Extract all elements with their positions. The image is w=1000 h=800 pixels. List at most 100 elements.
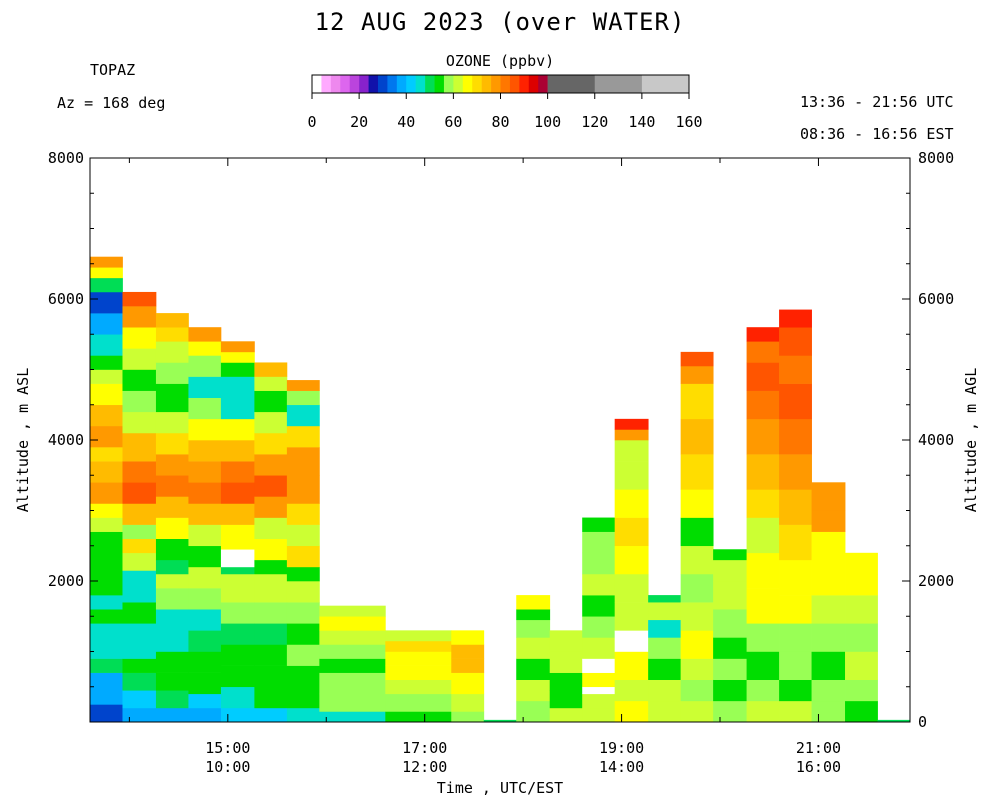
colorbar-tick-label: 0	[307, 113, 316, 131]
ozone-cell-0-10	[90, 531, 123, 561]
ozone-cell-6-6	[286, 581, 320, 603]
ozone-cell-0-20	[90, 355, 123, 370]
ozone-cell-11-1	[516, 679, 551, 702]
colorbar-swatch-0	[312, 75, 322, 93]
ozone-cell-1-19	[122, 348, 157, 370]
ozone-cell-6-10	[286, 503, 320, 525]
colorbar-swatch-24	[538, 75, 548, 93]
ozone-cell-19-0	[779, 700, 812, 723]
colorbar-swatch-20	[500, 75, 511, 93]
ozone-cell-16-6	[680, 545, 714, 575]
ozone-cell-14-2	[614, 651, 649, 680]
ozone-cell-6-13	[286, 425, 320, 448]
ozone-cell-17-4	[713, 609, 747, 638]
ozone-cell-22-0	[877, 719, 911, 723]
ozone-cell-14-7	[614, 517, 649, 547]
colorbar-tick-label: 40	[397, 113, 415, 131]
ozone-cell-1-3	[122, 658, 157, 673]
ozone-cell-3-14	[188, 418, 222, 441]
colorbar-tick-label: 100	[534, 113, 561, 131]
chart-title: 12 AUG 2023 (over WATER)	[314, 8, 686, 36]
ozone-cell-13-8	[582, 573, 616, 596]
ozone-cell-12-0	[549, 707, 583, 723]
ozone-cell-19-1	[779, 679, 812, 702]
y-tick-label-right: 8000	[918, 149, 954, 167]
ozone-cell-0-4	[90, 644, 123, 659]
ozone-cell-7-4	[319, 644, 386, 659]
ozone-cell-4-6	[220, 573, 255, 603]
ozone-cell-13-9	[582, 552, 616, 575]
ozone-cell-6-1	[286, 686, 320, 709]
ozone-cell-5-2	[254, 665, 288, 688]
ozone-cell-20-6	[811, 531, 846, 568]
ozone-cell-18-11	[746, 362, 780, 391]
ozone-cell-20-7	[811, 510, 846, 532]
ozone-cell-4-2	[220, 665, 255, 688]
ozone-cell-19-4	[779, 595, 812, 624]
ozone-cell-2-4	[155, 630, 189, 652]
ozone-cell-20-8	[811, 482, 846, 511]
ozone-cell-3-3	[188, 651, 222, 673]
ozone-cell-2-6	[155, 588, 189, 610]
x-tick-label-utc: 21:00	[796, 739, 841, 757]
ozone-cell-3-0	[188, 707, 222, 723]
ozone-cell-16-11	[680, 383, 714, 420]
utc-time-range: 13:36 - 21:56 UTC	[800, 93, 954, 111]
ozone-cell-4-1	[220, 686, 255, 709]
ozone-cell-13-0	[582, 707, 616, 723]
colorbar-swatch-10	[406, 75, 416, 93]
ozone-cell-4-8	[220, 549, 255, 568]
ozone-cell-15-0	[648, 700, 682, 723]
ozone-cell-4-13	[220, 440, 255, 462]
ozone-cell-21-4	[845, 595, 878, 624]
ozone-cell-5-9	[254, 517, 288, 539]
ozone-cell-16-9	[680, 454, 714, 490]
ozone-cell-1-11	[122, 524, 157, 539]
colorbar-swatch-8	[387, 75, 398, 93]
ozone-cell-20-3	[811, 623, 846, 652]
ozone-cell-1-9	[122, 552, 157, 571]
ozone-cell-5-7	[254, 559, 288, 575]
ozone-cell-7-5	[319, 630, 386, 645]
ozone-cell-9-1	[451, 693, 485, 712]
ozone-cell-4-19	[220, 341, 255, 353]
ozone-cell-6-14	[286, 404, 320, 427]
colorbar-swatch-5	[359, 75, 369, 93]
ozone-cell-1-13	[122, 482, 157, 504]
colorbar-swatch-4	[349, 75, 360, 93]
ozone-cell-11-6	[516, 595, 551, 610]
ozone-cell-18-2	[746, 651, 780, 680]
colorbar-tick-label: 120	[581, 113, 608, 131]
ozone-cell-14-1	[614, 679, 649, 702]
colorbar-swatch-2	[330, 75, 341, 93]
ozone-cell-16-13	[680, 351, 714, 367]
ozone-cell-2-0	[155, 707, 189, 723]
ozone-cell-1-2	[122, 672, 157, 691]
x-tick-label-utc: 17:00	[402, 739, 447, 757]
ozone-cell-20-1	[811, 679, 846, 702]
ozone-cell-11-2	[516, 658, 551, 680]
ozone-cell-6-4	[286, 623, 320, 645]
ozone-cell-5-17	[254, 362, 288, 377]
ozone-cell-12-2	[549, 672, 583, 691]
ozone-cell-1-20	[122, 327, 157, 349]
ozone-cell-12-1	[549, 690, 583, 709]
ozone-cell-17-6	[713, 559, 747, 582]
ozone-cell-15-1	[648, 679, 682, 702]
ozone-cell-19-10	[779, 383, 812, 420]
ozone-cell-0-15	[90, 447, 123, 462]
y-tick-label-left: 6000	[48, 290, 84, 308]
ozone-cell-4-14	[220, 418, 255, 441]
ozone-cell-1-15	[122, 432, 157, 462]
ozone-cell-17-0	[713, 700, 747, 723]
ozone-cell-18-12	[746, 341, 780, 363]
ozone-cell-0-6	[90, 609, 123, 624]
ozone-cell-0-12	[90, 503, 123, 518]
ozone-cell-6-12	[286, 447, 320, 476]
ozone-cell-16-2	[680, 658, 714, 680]
y-tick-label-left: 2000	[48, 572, 84, 590]
ozone-cell-0-9	[90, 559, 123, 582]
ozone-cell-13-4	[582, 658, 616, 673]
ozone-cell-19-12	[779, 327, 812, 356]
ozone-cell-1-6	[122, 602, 157, 624]
